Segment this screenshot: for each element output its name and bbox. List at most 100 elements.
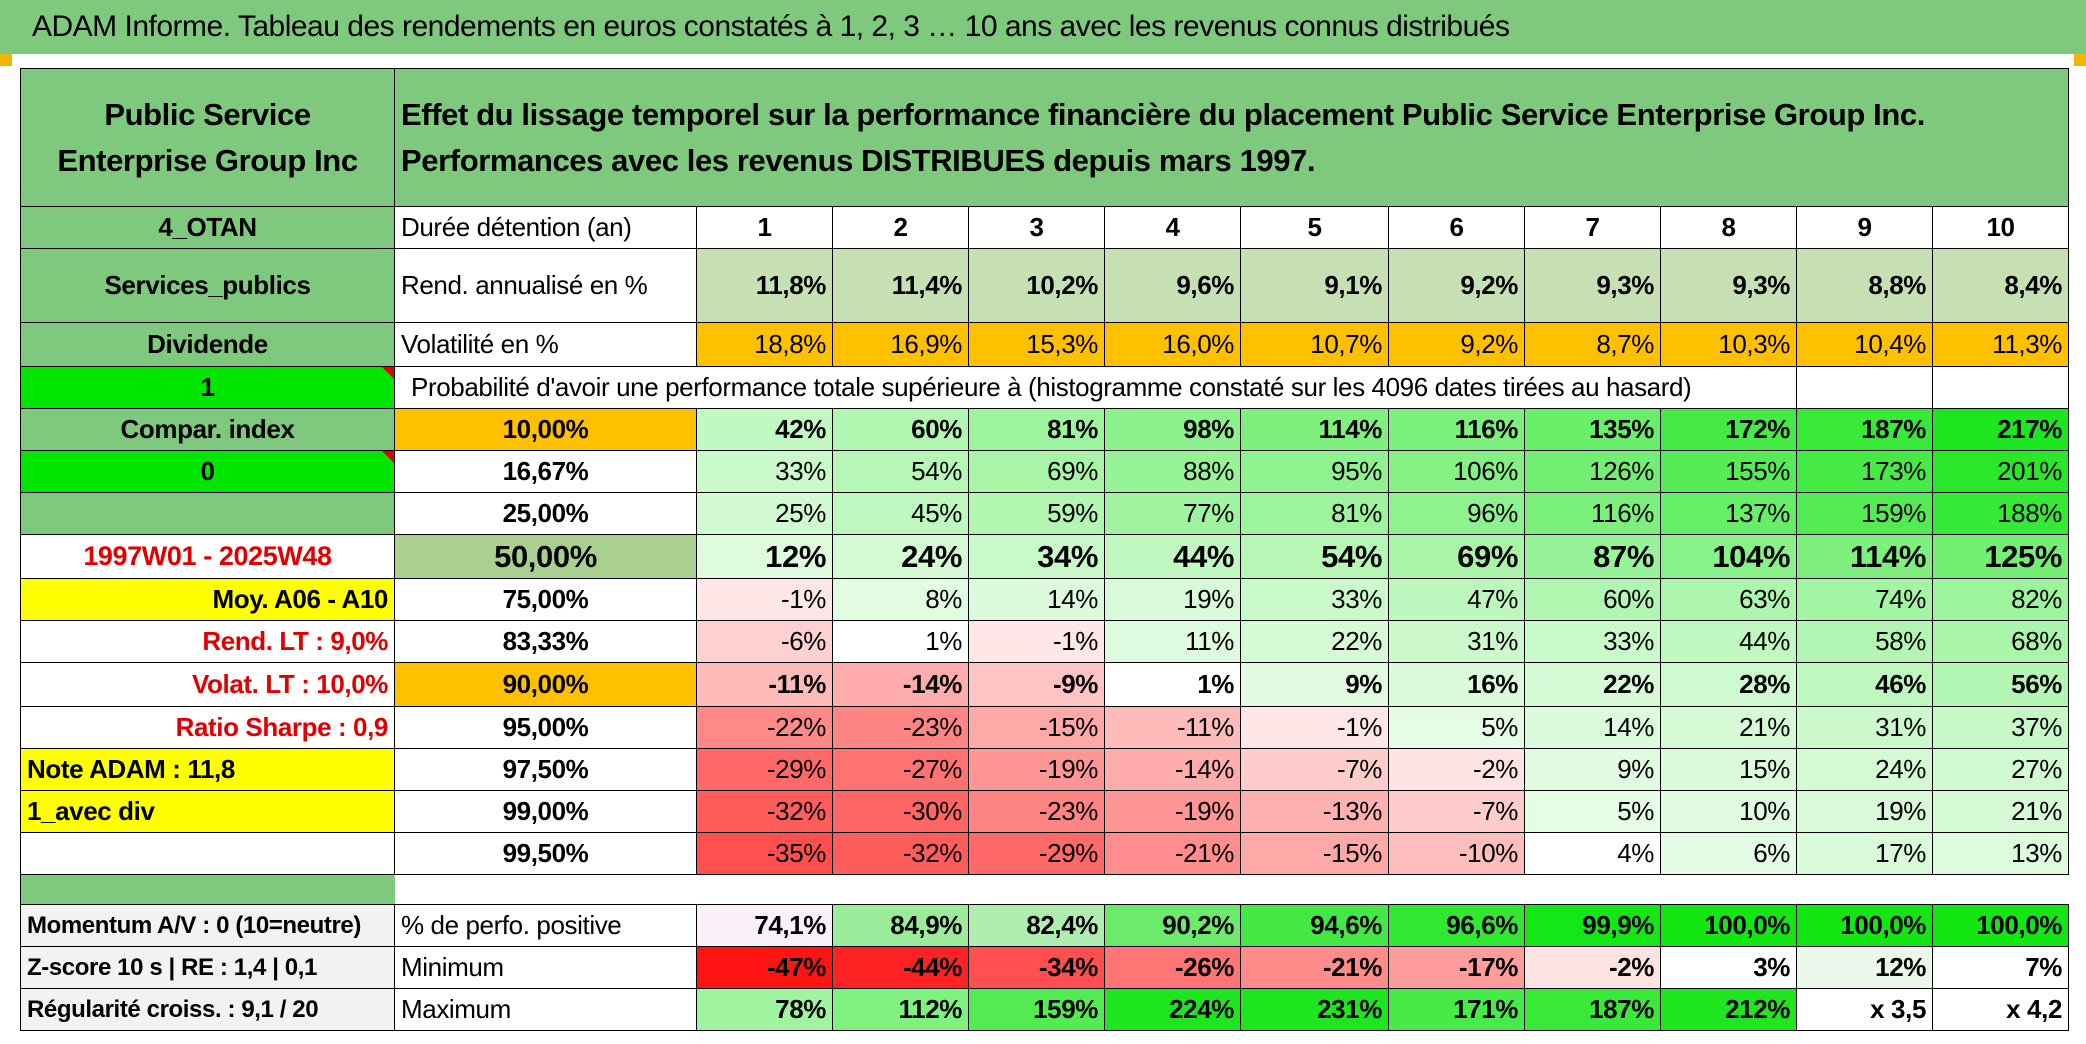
performance-cell: -35% [696, 832, 833, 875]
performance-cell: 44% [1104, 534, 1241, 579]
performance-cell: 19% [1104, 578, 1241, 621]
probability-threshold: 99,50% [394, 832, 697, 875]
spacer-cell [394, 874, 2069, 905]
performance-cell: 21% [1660, 706, 1797, 749]
maximum-cell: 78% [696, 988, 833, 1031]
volat-cell: 9,2% [1388, 322, 1525, 367]
volat-cell: 8,7% [1524, 322, 1661, 367]
volat-cell: 10,7% [1240, 322, 1389, 367]
positive-cell: 94,6% [1240, 904, 1389, 947]
regularite-label: Régularité croiss. : 9,1 / 20 [20, 988, 395, 1031]
year-header: 10 [1932, 206, 2069, 249]
performance-cell: 81% [968, 408, 1105, 451]
performance-cell: 137% [1660, 492, 1797, 535]
performance-cell: 63% [1660, 578, 1797, 621]
performance-cell: 14% [1524, 706, 1661, 749]
performance-cell: 114% [1240, 408, 1389, 451]
rend-cell: 9,6% [1104, 248, 1241, 323]
performance-cell: 95% [1240, 450, 1389, 493]
positive-cell: 96,6% [1388, 904, 1525, 947]
avec-div-label: 1_avec div [20, 790, 395, 833]
performance-cell: -22% [696, 706, 833, 749]
positive-cell: 90,2% [1104, 904, 1241, 947]
dividende-label: Dividende [20, 322, 395, 367]
performance-cell: 81% [1240, 492, 1389, 535]
minimum-cell: -2% [1524, 946, 1661, 989]
moy-label: Moy. A06 - A10 [20, 578, 395, 621]
minimum-cell: -44% [832, 946, 969, 989]
performance-cell: 44% [1660, 620, 1797, 663]
performance-cell: 217% [1932, 408, 2069, 451]
performance-cell: 24% [832, 534, 969, 579]
minimum-cell: 7% [1932, 946, 2069, 989]
period-label: 1997W01 - 2025W48 [20, 534, 395, 579]
performance-cell: -1% [696, 578, 833, 621]
maximum-cell: x 3,5 [1796, 988, 1933, 1031]
probability-threshold: 75,00% [394, 578, 697, 621]
year-header: 3 [968, 206, 1105, 249]
performance-cell: 33% [1240, 578, 1389, 621]
year-header: 2 [832, 206, 969, 249]
probability-threshold: 95,00% [394, 706, 697, 749]
performance-cell: 6% [1660, 832, 1797, 875]
performance-cell: 59% [968, 492, 1105, 535]
year-header: 6 [1388, 206, 1525, 249]
performance-cell: 47% [1388, 578, 1525, 621]
year-header: 4 [1104, 206, 1241, 249]
performance-cell: -32% [832, 832, 969, 875]
sharpe-label: Ratio Sharpe : 0,9 [20, 706, 395, 749]
performance-cell: 5% [1524, 790, 1661, 833]
performance-cell: 60% [832, 408, 969, 451]
performance-cell: 56% [1932, 662, 2069, 707]
rend-cell: 8,4% [1932, 248, 2069, 323]
performance-cell: 188% [1932, 492, 2069, 535]
performance-cell: -29% [696, 748, 833, 791]
performance-cell: 8% [832, 578, 969, 621]
minimum-cell: -26% [1104, 946, 1241, 989]
performance-cell: 17% [1796, 832, 1933, 875]
performance-cell: 37% [1932, 706, 2069, 749]
momentum-label: Momentum A/V : 0 (10=neutre) [20, 904, 395, 947]
performance-cell: 16% [1388, 662, 1525, 707]
performance-cell: 159% [1796, 492, 1933, 535]
performance-cell: 22% [1240, 620, 1389, 663]
blank-cell [20, 492, 395, 535]
rend-cell: 10,2% [968, 248, 1105, 323]
performance-cell: 24% [1796, 748, 1933, 791]
performance-cell: 33% [696, 450, 833, 493]
performance-cell: -9% [968, 662, 1105, 707]
performance-cell: 60% [1524, 578, 1661, 621]
rend-cell: 9,1% [1240, 248, 1389, 323]
probability-threshold: 25,00% [394, 492, 697, 535]
spacer-cell [20, 874, 395, 905]
performance-cell: -1% [968, 620, 1105, 663]
performance-cell: 9% [1524, 748, 1661, 791]
performance-cell: 15% [1660, 748, 1797, 791]
performance-cell: -6% [696, 620, 833, 663]
performance-cell: 201% [1932, 450, 2069, 493]
performance-cell: 10% [1660, 790, 1797, 833]
performance-cell: -19% [968, 748, 1105, 791]
performance-cell: 4% [1524, 832, 1661, 875]
probability-threshold: 83,33% [394, 620, 697, 663]
performance-cell: -14% [1104, 748, 1241, 791]
probability-threshold: 90,00% [394, 662, 697, 707]
volat-cell: 16,0% [1104, 322, 1241, 367]
performance-cell: 11% [1104, 620, 1241, 663]
minimum-cell: -34% [968, 946, 1105, 989]
volat-cell: 10,3% [1660, 322, 1797, 367]
performance-cell: 1% [1104, 662, 1241, 707]
volat-lt-label: Volat. LT : 10,0% [20, 662, 395, 707]
volat-cell: 11,3% [1932, 322, 2069, 367]
performance-cell: 68% [1932, 620, 2069, 663]
minimum-cell: -17% [1388, 946, 1525, 989]
positive-cell: 82,4% [968, 904, 1105, 947]
maximum-label: Maximum [394, 988, 697, 1031]
minimum-label: Minimum [394, 946, 697, 989]
performance-cell: 173% [1796, 450, 1933, 493]
performance-cell: -23% [968, 790, 1105, 833]
proba-label: Probabilité d'avoir une performance tota… [394, 366, 1797, 409]
performance-cell: 42% [696, 408, 833, 451]
minimum-cell: 12% [1796, 946, 1933, 989]
performance-cell: 116% [1388, 408, 1525, 451]
